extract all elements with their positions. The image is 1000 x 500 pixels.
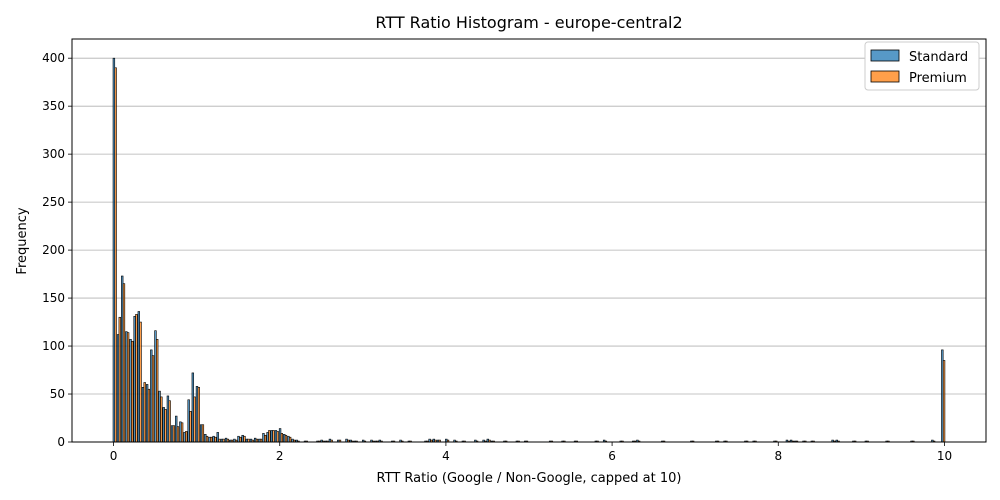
bar-premium — [160, 396, 163, 443]
x-tick-label: 8 — [774, 449, 782, 463]
x-axis-title: RTT Ratio (Google / Non-Google, capped a… — [377, 471, 682, 486]
y-tick-label: 350 — [42, 99, 65, 113]
bar-premium — [164, 409, 167, 443]
bar-premium — [268, 430, 271, 443]
bar-premium — [126, 332, 130, 443]
bar-premium — [131, 340, 134, 443]
bar-premium — [214, 436, 217, 443]
bar-premium — [243, 435, 246, 443]
bar-premium — [280, 433, 283, 443]
y-tick-label: 250 — [42, 195, 65, 209]
bar-premium — [185, 431, 188, 443]
legend-label-standard: Standard — [909, 50, 968, 65]
bar-premium — [288, 436, 292, 443]
bar-premium — [264, 434, 267, 443]
bar-premium — [151, 355, 155, 443]
bar-premium — [180, 422, 184, 443]
y-axis: 0 50 100 150 200 250 300 350 400 — [42, 51, 72, 449]
gridlines — [72, 57, 986, 443]
bar-premium — [942, 360, 946, 443]
x-tick-label: 4 — [442, 449, 450, 463]
bar-premium — [168, 400, 171, 443]
x-tick-label: 10 — [937, 449, 952, 463]
y-tick-label: 0 — [57, 435, 65, 449]
y-tick-label: 100 — [42, 339, 65, 353]
bar-premium — [210, 436, 213, 443]
y-tick-label: 50 — [50, 387, 65, 401]
bar-premium — [193, 396, 196, 443]
legend-label-premium: Premium — [909, 71, 967, 86]
x-tick-label: 0 — [110, 449, 118, 463]
bar-premium — [276, 431, 279, 443]
bar-premium — [272, 430, 275, 443]
bar-premium — [156, 339, 159, 443]
chart-title: RTT Ratio Histogram - europe-central2 — [375, 13, 682, 32]
bar-premium — [239, 436, 242, 443]
y-tick-label: 150 — [42, 291, 65, 305]
bar-premium — [197, 387, 200, 443]
bar-premium — [135, 314, 138, 443]
x-tick-label: 2 — [276, 449, 284, 463]
bar-premium — [205, 435, 209, 443]
bar-premium — [176, 426, 180, 443]
bar-premium — [189, 410, 192, 443]
bar-premium — [143, 382, 146, 443]
x-axis: 0 2 4 6 8 10 — [110, 442, 952, 463]
bar-premium — [122, 283, 126, 443]
legend: Standard Premium — [864, 41, 980, 91]
y-axis-title: Frequency — [15, 207, 30, 274]
plot-area — [72, 39, 986, 442]
bar-premium — [118, 316, 121, 443]
plot-frame — [71, 38, 987, 443]
legend-swatch-premium — [870, 70, 900, 83]
bar-premium — [172, 425, 175, 443]
bar-premium — [201, 424, 205, 443]
bar-premium — [147, 388, 151, 443]
bar-premium — [139, 321, 142, 443]
bar-premium — [284, 434, 288, 443]
y-tick-label: 300 — [42, 147, 65, 161]
x-tick-label: 6 — [608, 449, 616, 463]
y-tick-label: 400 — [42, 51, 65, 65]
bar-premium — [114, 67, 117, 443]
y-tick-label: 200 — [42, 243, 65, 257]
legend-swatch-standard — [870, 49, 900, 62]
